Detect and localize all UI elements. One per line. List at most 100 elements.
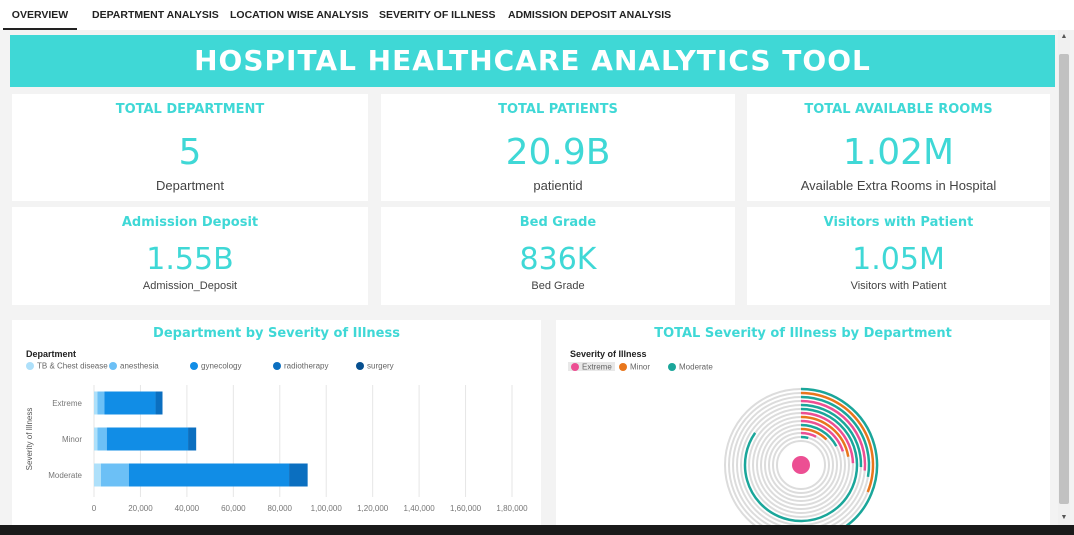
- bar-segment: [289, 463, 308, 487]
- y-category-label: Minor: [62, 435, 82, 444]
- tab-department-analysis[interactable]: DEPARTMENT ANALYSIS: [92, 9, 219, 21]
- chart-title: Department by Severity of Illness: [153, 326, 400, 341]
- title-banner: HOSPITAL HEALTHCARE ANALYTICS TOOL: [10, 35, 1055, 87]
- y-category-label: Moderate: [48, 471, 82, 480]
- kpi-subtitle: patientid: [533, 178, 583, 193]
- radial-arc: [800, 423, 838, 447]
- radial-arc: [743, 407, 859, 523]
- bar-segment: [100, 463, 129, 487]
- x-tick-label: 1,80,000: [496, 504, 528, 513]
- bar-chart-card[interactable]: Department by Severity of Illness Depart…: [12, 320, 541, 525]
- radial-arc: [800, 427, 828, 441]
- kpi-value: 1.02M: [842, 132, 955, 173]
- kpi-title: TOTAL AVAILABLE ROOMS: [804, 102, 993, 117]
- tab-location-wise-analysis[interactable]: LOCATION WISE ANALYSIS: [230, 9, 369, 21]
- bar-chart-plot: 0 20,000 40,000 60,000 80,000 1,00,000 1,20,00…: [25, 385, 528, 513]
- kpi-card-total-available-rooms[interactable]: TOTAL AVAILABLE ROOMS 1.02M Available Ex…: [747, 94, 1050, 201]
- kpi-card-bed-grade[interactable]: Bed Grade 836K Bed Grade: [381, 207, 735, 305]
- report-tab-bar: OVERVIEW DEPARTMENT ANALYSIS LOCATION WI…: [0, 0, 1074, 30]
- x-tick-label: 40,000: [175, 504, 200, 513]
- legend-swatch: [571, 362, 579, 371]
- kpi-card-total-department[interactable]: TOTAL DEPARTMENT 5 Department: [12, 94, 368, 201]
- legend-swatch: [619, 362, 627, 371]
- radial-chart-card[interactable]: TOTAL Severity of Illness by Department …: [556, 320, 1050, 525]
- legend-item-anesthesia[interactable]: anesthesia: [109, 361, 159, 370]
- legend-title: Severity of Illness: [570, 349, 647, 359]
- bar-segment: [104, 391, 156, 415]
- y-axis-title: Severity of Illness: [25, 408, 34, 471]
- radial-arc: [800, 387, 879, 525]
- legend-title: Department: [26, 349, 77, 359]
- legend-item-extreme[interactable]: Extreme: [568, 362, 615, 372]
- x-tick-label: 60,000: [221, 504, 246, 513]
- kpi-value: 1.55B: [146, 242, 234, 277]
- kpi-subtitle: Admission_Deposit: [142, 280, 238, 292]
- bar-segment: [94, 463, 101, 487]
- bar-segment: [94, 427, 98, 451]
- tab-admission-deposit-analysis[interactable]: ADMISSION DEPOSIT ANALYSIS: [508, 9, 672, 21]
- legend-item-moderate[interactable]: Moderate: [668, 362, 713, 371]
- kpi-subtitle: Department: [156, 178, 224, 193]
- x-tick-label: 1,00,000: [311, 504, 343, 513]
- legend-label: radiotherapy: [284, 361, 329, 371]
- legend-label: surgery: [367, 361, 394, 371]
- kpi-title: Admission Deposit: [121, 215, 259, 230]
- kpi-title: Visitors with Patient: [823, 215, 974, 230]
- radial-arc: [800, 391, 875, 493]
- radial-center-dot: [792, 456, 810, 474]
- x-tick-label: 1,20,000: [357, 504, 389, 513]
- radial-arc: [800, 431, 817, 438]
- tab-severity-of-illness[interactable]: SEVERITY OF ILLNESS: [379, 9, 496, 21]
- legend-label: gynecology: [201, 361, 242, 371]
- legend-label: Moderate: [679, 362, 713, 372]
- bar-segment: [97, 391, 105, 415]
- bar-segment: [94, 391, 98, 415]
- vertical-scrollbar[interactable]: ▲ ▼: [1058, 30, 1070, 525]
- dashboard-canvas: HOSPITAL HEALTHCARE ANALYTICS TOOL TOTAL…: [10, 30, 1055, 525]
- legend-label: TB & Chest disease: [37, 361, 108, 371]
- kpi-value: 836K: [519, 242, 597, 277]
- scroll-up-arrow-icon[interactable]: ▲: [1060, 33, 1068, 40]
- legend-item-minor[interactable]: Minor: [619, 362, 650, 371]
- legend-label: Minor: [630, 362, 651, 372]
- bar-segment: [128, 463, 290, 487]
- legend-label: anesthesia: [120, 361, 159, 371]
- x-tick-label: 1,60,000: [450, 504, 482, 513]
- kpi-value: 5: [178, 132, 202, 173]
- radial-chart-plot: [724, 387, 879, 525]
- scroll-down-arrow-icon[interactable]: ▼: [1060, 514, 1068, 521]
- kpi-title: Bed Grade: [519, 215, 597, 230]
- radial-arc: [800, 403, 863, 468]
- kpi-title: TOTAL DEPARTMENT: [115, 102, 265, 117]
- kpi-card-visitors-with-patient[interactable]: Visitors with Patient 1.05M Visitors wit…: [747, 207, 1050, 305]
- legend-label: Extreme: [582, 362, 612, 372]
- legend-item-surgery[interactable]: surgery: [356, 361, 394, 370]
- kpi-title: TOTAL PATIENTS: [498, 102, 618, 117]
- x-tick-label: 1,40,000: [404, 504, 436, 513]
- kpi-card-total-patients[interactable]: TOTAL PATIENTS 20.9B patientid: [381, 94, 735, 201]
- bar-segment: [155, 391, 163, 415]
- kpi-subtitle: Available Extra Rooms in Hospital: [800, 178, 997, 193]
- x-tick-label: 20,000: [128, 504, 153, 513]
- bar-segment: [97, 427, 107, 451]
- kpi-value: 1.05M: [852, 242, 945, 277]
- x-tick-label: 80,000: [268, 504, 293, 513]
- bar-segment: [106, 427, 189, 451]
- bar-segment: [188, 427, 197, 451]
- kpi-subtitle: Bed Grade: [531, 280, 585, 292]
- x-tick-label: 0: [92, 504, 97, 513]
- legend-swatch: [356, 361, 364, 370]
- legend-item-radiotherapy[interactable]: radiotherapy: [273, 361, 328, 370]
- dashboard-title: HOSPITAL HEALTHCARE ANALYTICS TOOL: [194, 44, 871, 77]
- tab-overview[interactable]: OVERVIEW: [3, 0, 77, 30]
- radial-arc: [800, 415, 850, 457]
- radial-arc: [800, 419, 845, 452]
- legend-item-gynecology[interactable]: gynecology: [190, 361, 241, 370]
- chart-title: TOTAL Severity of Illness by Department: [654, 326, 952, 341]
- kpi-card-admission-deposit[interactable]: Admission Deposit 1.55B Admission_Deposi…: [12, 207, 368, 305]
- scrollbar-thumb[interactable]: [1059, 54, 1069, 504]
- legend-item-tb-chest[interactable]: TB & Chest disease: [26, 361, 108, 370]
- kpi-value: 20.9B: [505, 132, 611, 173]
- kpi-subtitle: Visitors with Patient: [850, 280, 947, 292]
- legend-swatch: [109, 361, 117, 370]
